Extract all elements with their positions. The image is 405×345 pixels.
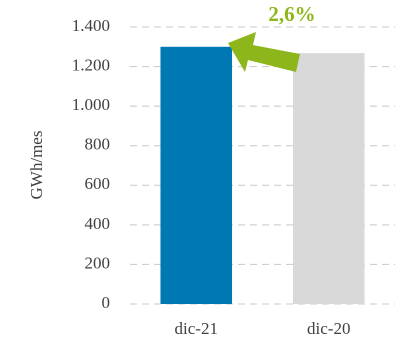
bar: [292, 53, 365, 304]
y-tick-label: 800: [85, 135, 111, 154]
y-tick-label: 1.200: [72, 55, 110, 74]
y-tick-label: 600: [85, 174, 111, 193]
bar: [160, 46, 233, 305]
growth-arrow: [228, 32, 300, 72]
y-tick-label: 1.000: [72, 95, 110, 114]
y-tick-label: 200: [85, 253, 111, 272]
y-tick-label: 400: [85, 214, 111, 233]
y-axis-title: GWh/mes: [27, 131, 46, 200]
growth-annotation: 2,6%: [268, 2, 315, 26]
y-tick-label: 1.400: [72, 16, 110, 35]
x-tick-label: dic-20: [307, 319, 350, 338]
x-tick-label: dic-21: [175, 319, 218, 338]
y-tick-label: 0: [102, 293, 111, 312]
bars: [160, 46, 365, 305]
